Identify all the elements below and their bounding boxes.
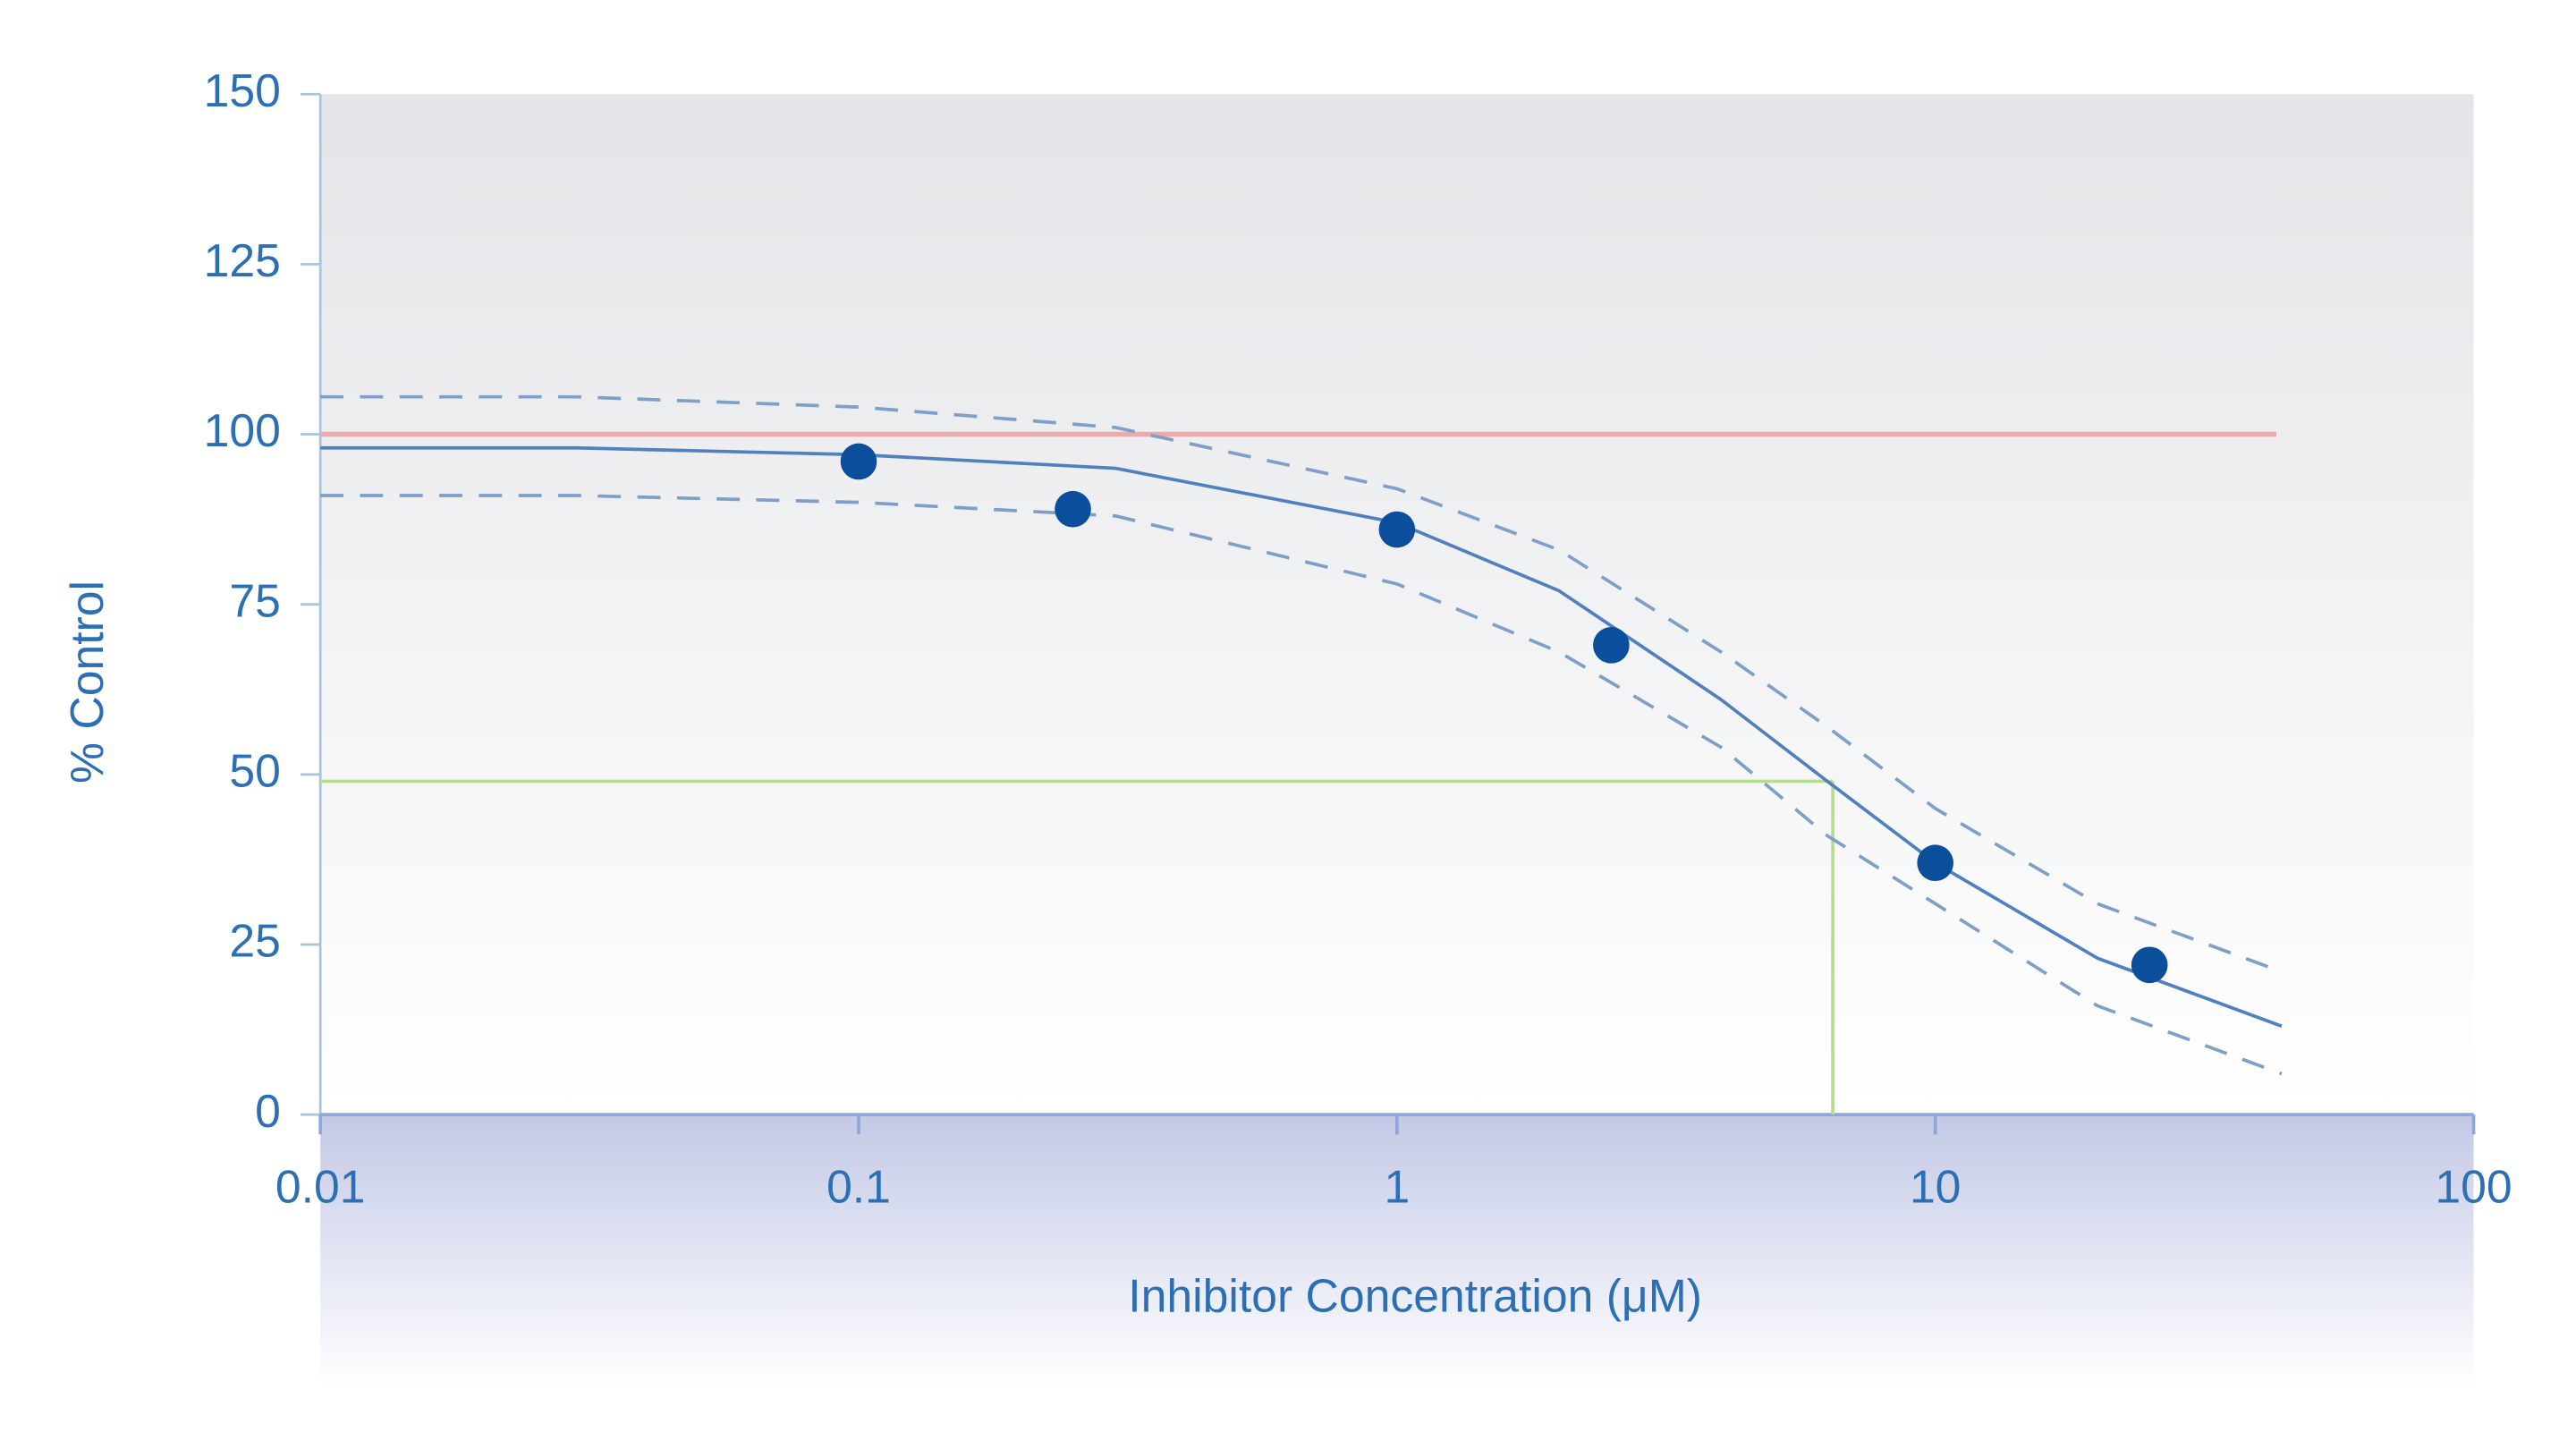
data-point [2131,946,2168,984]
data-point [1055,490,1091,528]
plot-background [320,94,2474,1115]
fit-curve [320,445,2283,1029]
y-tick-label: 125 [204,234,281,286]
x-tick-label: 1 [1384,1161,1410,1213]
x-tick-label: 0.1 [826,1161,891,1213]
x-tick-label: 10 [1910,1161,1962,1213]
x-tick-label: 0.01 [275,1161,366,1213]
x-axis-label: Inhibitor Concentration (μM) [1128,1270,1702,1322]
confidence-band [320,494,2283,1076]
data-point [840,443,877,480]
y-tick-label: 25 [229,915,281,967]
y-axis-label: % Control [61,580,113,784]
y-tick-label: 50 [229,745,281,797]
y-tick-label: 75 [229,574,281,626]
x-tick-label: 100 [2435,1161,2512,1213]
data-point [1378,511,1416,548]
data-point [1917,844,1953,882]
y-tick-label: 0 [255,1085,281,1137]
data-point [1593,627,1630,664]
y-tick-label: 150 [204,64,281,116]
axis-band [320,1114,2474,1387]
confidence-band [320,394,2283,974]
y-tick-label: 100 [204,404,281,456]
